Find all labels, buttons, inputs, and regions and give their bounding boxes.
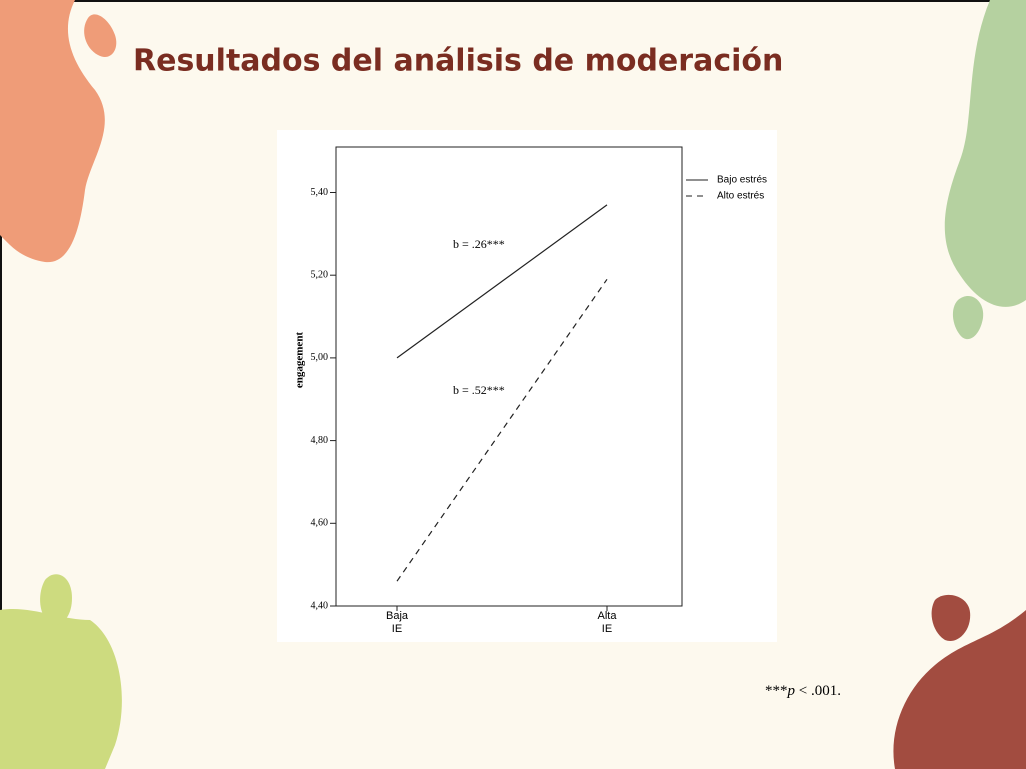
y-tick-label: 4,80 (311, 435, 329, 446)
legend-label: Alto estrés (717, 191, 764, 202)
footnote-part: < .001. (795, 683, 841, 699)
y-tick-label: 4,40 (311, 600, 329, 611)
annotation: b = .52*** (453, 383, 505, 397)
chart-area (277, 130, 777, 642)
y-axis-label: engagement (294, 332, 306, 389)
x-tick-label-line: IE (602, 623, 612, 635)
x-tick-label-line: IE (392, 623, 402, 635)
y-tick-label: 5,40 (311, 187, 329, 198)
slide-title: Resultados del análisis de moderación (133, 44, 783, 79)
page: {"slide": {"title": "Resultados del anál… (0, 0, 1026, 769)
y-tick-label: 5,00 (311, 352, 329, 363)
footnote-part: *** (765, 683, 788, 699)
y-tick-label: 5,20 (311, 269, 329, 280)
y-tick-label: 4,60 (311, 518, 329, 529)
x-tick-label-line: Baja (386, 610, 409, 622)
annotation: b = .26*** (453, 237, 505, 251)
x-tick-label-line: Alta (598, 610, 618, 622)
footnote: ***p < .001. (765, 683, 841, 699)
slide: Resultados del análisis de moderación en… (0, 0, 1026, 769)
legend-label: Bajo estrés (717, 175, 767, 186)
